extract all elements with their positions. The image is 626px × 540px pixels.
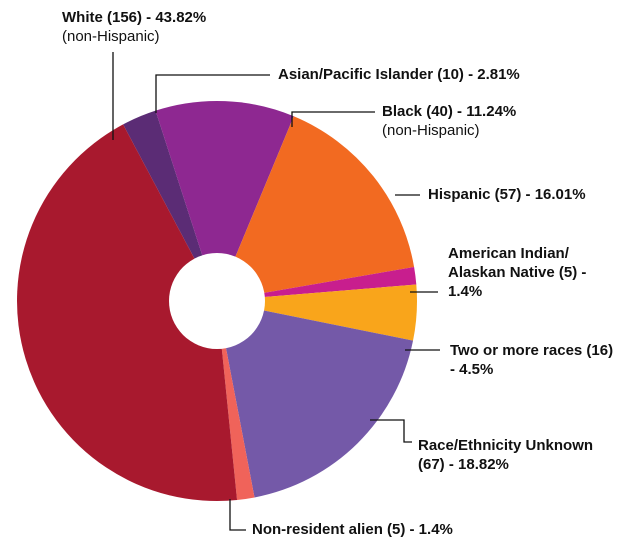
leader-lines — [112, 52, 440, 531]
label-hispanic: Hispanic (57) - 16.01% — [428, 185, 586, 204]
label-black-sub: (non-Hispanic) — [382, 122, 480, 139]
pie-slices — [17, 101, 418, 501]
pie-slice-8 — [17, 124, 238, 501]
label-white: White (156) - 43.82% (non-Hispanic) — [62, 8, 206, 46]
label-american-indian-main: American Indian/ Alaskan Native (5) - 1.… — [448, 245, 587, 300]
label-white-sub: (non-Hispanic) — [62, 28, 160, 45]
pie-slice-6 — [217, 301, 414, 498]
pie-slice-4 — [217, 266, 417, 301]
label-asian-main: Asian/Pacific Islander (10) - 2.81% — [278, 66, 520, 83]
leader-line-black — [291, 111, 375, 127]
label-non-resident-main: Non-resident alien (5) - 1.4% — [252, 521, 453, 538]
pie-slice-1 — [123, 110, 217, 301]
label-black-main: Black (40) - 11.24% — [382, 103, 517, 120]
donut-hole — [169, 253, 265, 349]
pie-slice-5 — [217, 284, 418, 341]
label-two-or-more-main: Two or more races (16) - 4.5% — [450, 342, 614, 378]
leader-line-unknown — [370, 419, 412, 443]
label-hispanic-main: Hispanic (57) - 16.01% — [428, 186, 586, 203]
label-non-resident: Non-resident alien (5) - 1.4% — [252, 520, 453, 539]
label-black: Black (40) - 11.24% (non-Hispanic) — [382, 102, 516, 140]
label-asian: Asian/Pacific Islander (10) - 2.81% — [278, 65, 520, 84]
label-american-indian: American Indian/ Alaskan Native (5) - 1.… — [448, 244, 618, 301]
leader-line-asian — [155, 74, 270, 113]
pie-slice-2 — [155, 101, 294, 302]
label-unknown-main: Race/Ethnicity Unknown (67) - 18.82% — [418, 437, 594, 473]
label-unknown: Race/Ethnicity Unknown (67) - 18.82% — [418, 436, 618, 474]
label-two-or-more: Two or more races (16) - 4.5% — [450, 341, 620, 379]
pie-slice-3 — [217, 116, 415, 301]
label-white-main: White (156) - 43.82% — [62, 9, 207, 26]
pie-slice-7 — [217, 301, 255, 500]
leader-line-non-resident — [229, 499, 246, 531]
